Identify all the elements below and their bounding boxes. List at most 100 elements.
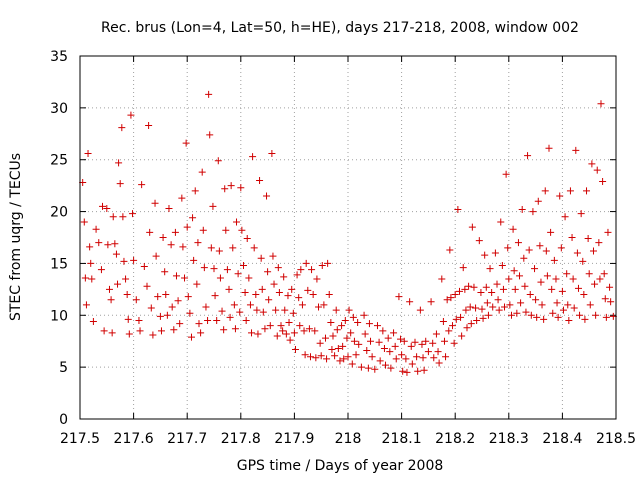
data-point [237, 184, 245, 192]
data-point [556, 192, 564, 200]
data-point [272, 306, 280, 314]
y-tick-label: 5 [59, 360, 68, 376]
data-point [146, 228, 154, 236]
data-point [320, 301, 328, 309]
data-point [561, 213, 569, 221]
data-point [493, 280, 501, 288]
data-point [481, 251, 489, 259]
data-point [548, 285, 556, 293]
data-point [584, 235, 592, 243]
data-point [122, 275, 130, 283]
data-point [184, 293, 192, 301]
data-point [297, 266, 305, 274]
data-point [269, 252, 277, 260]
data-point [156, 312, 164, 320]
data-point [553, 299, 561, 307]
data-point [483, 299, 491, 307]
data-point [524, 152, 532, 160]
data-point [191, 187, 199, 195]
data-point [533, 313, 541, 321]
data-point [413, 353, 421, 361]
data-point [300, 327, 308, 335]
data-point [226, 313, 234, 321]
data-point [565, 316, 573, 324]
data-point [357, 363, 365, 371]
data-point [558, 287, 566, 295]
data-point [295, 294, 303, 302]
data-point [331, 352, 339, 360]
data-point [434, 348, 442, 356]
data-point [520, 254, 528, 262]
data-point [304, 286, 312, 294]
data-point [517, 299, 525, 307]
data-point [455, 287, 463, 295]
data-point [465, 282, 473, 290]
data-point [531, 265, 539, 273]
data-point [591, 280, 599, 288]
data-point [172, 272, 180, 280]
data-point [86, 243, 94, 251]
data-point [227, 182, 235, 190]
data-point [604, 228, 612, 236]
data-points [79, 90, 617, 376]
data-point [420, 366, 428, 374]
data-point [125, 330, 133, 338]
data-point [204, 316, 212, 324]
data-point [583, 187, 591, 195]
data-point [550, 256, 558, 264]
x-tick-label: 217.5 [60, 431, 100, 447]
data-point [454, 205, 462, 213]
data-point [301, 351, 309, 359]
data-point [82, 301, 90, 309]
data-point [502, 170, 510, 178]
data-point [549, 309, 557, 317]
data-point [600, 270, 608, 278]
data-point [182, 139, 190, 147]
data-point [296, 322, 304, 330]
data-point [440, 337, 448, 345]
data-point [186, 309, 194, 317]
data-point [439, 318, 447, 326]
data-point [468, 223, 476, 231]
data-point [163, 311, 171, 319]
data-point [576, 311, 584, 319]
data-point [505, 275, 513, 283]
data-point [467, 320, 475, 328]
data-point [115, 159, 123, 167]
data-point [242, 316, 250, 324]
data-point [229, 244, 237, 252]
data-point [509, 225, 517, 233]
data-point [376, 357, 384, 365]
data-point [288, 285, 296, 293]
data-point [135, 316, 143, 324]
data-point [489, 303, 497, 311]
data-point [152, 252, 160, 260]
data-point [501, 303, 509, 311]
data-point [589, 247, 597, 255]
data-point [157, 327, 165, 335]
data-point [559, 306, 567, 314]
x-tick-label: 218.1 [382, 431, 422, 447]
data-point [484, 311, 492, 319]
data-point [400, 337, 408, 345]
data-point [379, 327, 387, 335]
data-point [416, 306, 424, 314]
data-point [220, 326, 228, 334]
data-point [176, 320, 184, 328]
data-point [218, 307, 226, 315]
data-point [397, 335, 405, 343]
data-point [168, 303, 176, 311]
data-point [354, 319, 362, 327]
data-point [399, 367, 407, 375]
data-point [497, 218, 505, 226]
data-point [521, 282, 529, 290]
data-point [506, 301, 514, 309]
data-point [458, 332, 466, 340]
data-point [547, 228, 555, 236]
data-point [470, 283, 478, 291]
y-axis-label: STEC from uqrg / TECUs [8, 153, 24, 321]
data-point [518, 205, 526, 213]
data-point [514, 239, 522, 247]
data-point [373, 322, 381, 330]
data-point [365, 320, 373, 328]
